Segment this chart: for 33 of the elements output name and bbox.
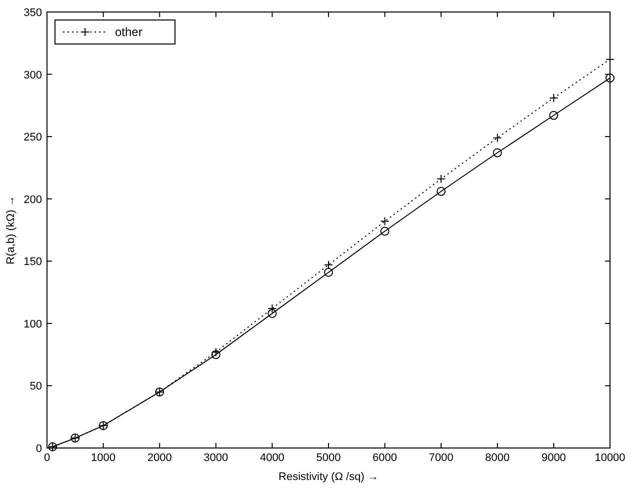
point xyxy=(324,268,333,277)
x-axis-title: Resistivity (Ω /sq) → xyxy=(278,471,378,483)
x-tick-label: 6000 xyxy=(372,452,398,464)
x-tick-label: 3000 xyxy=(204,452,228,464)
x-tick-label: 7000 xyxy=(428,452,454,464)
y-tick-label: 300 xyxy=(24,69,42,82)
y-tick-label: 250 xyxy=(24,132,42,144)
x-tick-label: 10000 xyxy=(594,452,626,464)
point xyxy=(380,226,390,236)
y-tick-label: 200 xyxy=(24,194,42,206)
point xyxy=(211,350,220,360)
point xyxy=(436,174,446,184)
point xyxy=(492,148,502,158)
point xyxy=(268,308,277,318)
x-tick-label: 0 xyxy=(44,452,50,464)
y-tick-label: 150 xyxy=(24,256,42,268)
point xyxy=(436,186,446,196)
x-tick-label: 1000 xyxy=(91,452,116,464)
x-tick-label: 9000 xyxy=(541,452,566,464)
x-tick-label: 2000 xyxy=(147,452,172,464)
x-tick-label: 5000 xyxy=(316,452,341,464)
legend-label: other xyxy=(115,25,142,39)
y-axis-title: R(a,b) (kΩ) → xyxy=(5,196,17,264)
y-tick-label: 100 xyxy=(24,318,42,330)
x-tick-label: 4000 xyxy=(260,452,284,464)
y-tick-label: 0 xyxy=(36,443,42,455)
point xyxy=(380,216,390,226)
y-tick-label: 50 xyxy=(30,380,42,393)
point xyxy=(492,133,502,142)
point xyxy=(549,110,558,120)
y-tick-label: 350 xyxy=(24,7,42,19)
x-tick-label: 8000 xyxy=(485,452,510,464)
point xyxy=(606,74,614,83)
